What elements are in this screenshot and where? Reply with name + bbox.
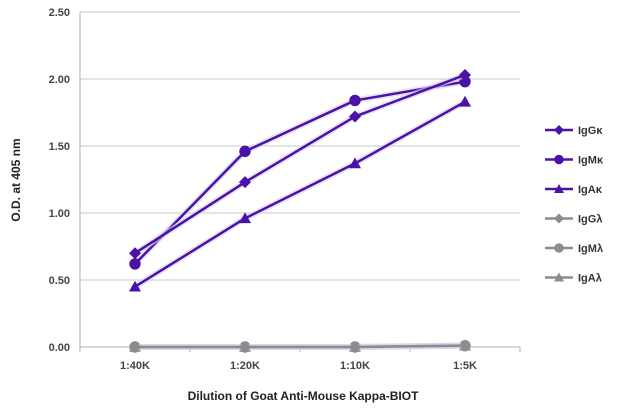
x-axis-ticks: 1:40K 1:20K 1:10K 1:5K [79, 347, 521, 372]
data-point [349, 94, 361, 107]
y-axis-ticks: 0.00 0.50 1.00 1.50 2.00 2.50 [49, 7, 70, 354]
y-tick-label: 0.50 [49, 275, 70, 287]
series-2 [129, 75, 471, 270]
data-point [554, 125, 564, 135]
data-point [239, 145, 251, 158]
data-point [554, 184, 564, 193]
legend-label: IgAλ [578, 273, 602, 285]
data-point [239, 341, 251, 353]
legend-label: IgAκ [578, 184, 603, 196]
series-4 [129, 339, 471, 353]
series-line [134, 73, 466, 255]
data-point [129, 341, 141, 353]
legend-item: IgGκ [545, 125, 603, 137]
data-point [459, 95, 471, 107]
series-line [135, 344, 466, 349]
series-1 [129, 68, 471, 260]
x-tick-label: 1:40K [120, 360, 150, 372]
data-point [554, 213, 564, 224]
data-point [459, 68, 471, 81]
legend-item: IgMλ [545, 243, 603, 255]
data-point [349, 110, 361, 123]
data-point [459, 339, 471, 352]
y-tick-label: 1.50 [49, 141, 70, 153]
data-point [554, 272, 564, 282]
legend-item: IgAκ [545, 184, 603, 196]
series-line-shadow [133, 72, 467, 256]
x-tick-label: 1:20K [230, 360, 260, 372]
legend-item: IgAλ [545, 272, 602, 285]
data-point [129, 247, 141, 260]
legend-label: IgGκ [578, 125, 603, 137]
legend-item: IgGλ [545, 213, 602, 226]
legend-item: IgMκ [545, 155, 604, 167]
legend: IgGκ IgMκ IgAκ IgGλ IgMλ IgAλ [545, 125, 604, 285]
grid-lines [79, 11, 520, 348]
legend-label: IgMκ [578, 155, 604, 167]
y-tick-label: 2.00 [49, 74, 70, 86]
x-tick-label: 1:5K [453, 360, 477, 372]
series-line [134, 100, 466, 288]
data-point [554, 243, 564, 253]
legend-label: IgGλ [578, 214, 602, 226]
series-group [129, 68, 471, 353]
data-point [349, 341, 361, 353]
legend-label: IgMλ [578, 243, 603, 255]
series-line [134, 80, 466, 265]
x-tick-label: 1:10K [340, 360, 370, 372]
series-line-shadow [132, 78, 466, 267]
y-tick-label: 2.50 [49, 7, 70, 19]
data-point [239, 176, 251, 189]
y-tick-label: 1.00 [49, 208, 70, 220]
data-point [129, 280, 141, 292]
data-point [239, 212, 251, 224]
data-point [554, 154, 564, 165]
series-3 [129, 95, 471, 292]
y-axis-title: O.D. at 405 nm [9, 138, 23, 221]
y-tick-label: 0.00 [49, 342, 70, 354]
x-axis-title: Dilution of Goat Anti-Mouse Kappa-BIOT [188, 389, 420, 403]
data-point [129, 258, 141, 270]
data-point [349, 157, 361, 169]
